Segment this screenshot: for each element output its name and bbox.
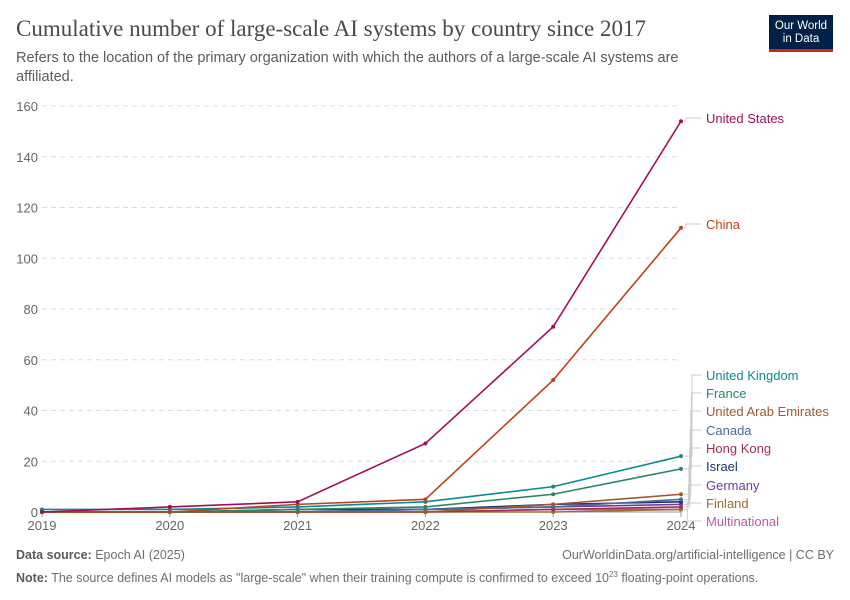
x-tick-label: 2021 — [283, 518, 312, 533]
series-label: France — [706, 386, 746, 401]
series-line-china — [42, 227, 682, 513]
x-tick-label: 2020 — [155, 518, 184, 533]
series-line-united-kingdom — [42, 455, 682, 511]
y-tick-label: 40 — [24, 404, 38, 419]
y-tick-label: 120 — [16, 201, 38, 216]
chart-subtitle: Refers to the location of the primary or… — [16, 50, 679, 85]
y-tick-label: 0 — [31, 505, 38, 520]
data-point — [167, 510, 172, 514]
data-point — [551, 324, 556, 329]
data-point — [551, 378, 556, 383]
data-point — [295, 499, 300, 504]
data-point — [40, 510, 44, 514]
data-point — [423, 497, 428, 502]
data-point — [679, 492, 683, 497]
data-point — [167, 504, 172, 509]
series-label: Finland — [706, 496, 749, 511]
data-point — [423, 510, 428, 514]
label-connector — [684, 429, 701, 500]
data-point — [679, 466, 683, 471]
series-label: China — [706, 217, 741, 232]
label-connector — [684, 392, 701, 470]
y-tick-label: 20 — [24, 454, 38, 469]
chart-title: Cumulative number of large-scale AI syst… — [16, 16, 647, 41]
data-point — [679, 504, 683, 509]
series-label: Germany — [706, 478, 760, 493]
label-connector — [684, 484, 701, 505]
series-label: Israel — [706, 459, 738, 474]
label-connector — [684, 508, 701, 522]
data-source: Data source: Epoch AI (2025) — [16, 548, 185, 562]
data-point — [423, 441, 428, 446]
x-tick-label: 2023 — [539, 518, 568, 533]
y-tick-label: 160 — [16, 99, 38, 114]
data-point — [679, 454, 683, 459]
note: Note: The source defines AI models as "l… — [16, 570, 759, 586]
label-connector — [684, 117, 701, 122]
data-point — [551, 492, 556, 497]
label-connector — [684, 447, 701, 508]
data-point — [551, 502, 556, 507]
y-tick-label: 140 — [16, 150, 38, 165]
label-connector — [684, 223, 701, 229]
owid-logo[interactable]: Our World in Data — [769, 15, 833, 52]
series-label: United States — [706, 111, 785, 126]
x-tick-label: 2019 — [28, 518, 57, 533]
x-tick-label: 2024 — [667, 518, 696, 533]
x-tick-label: 2022 — [411, 518, 440, 533]
label-connector — [684, 374, 701, 457]
data-point — [679, 497, 683, 502]
data-point — [423, 504, 428, 509]
data-point — [679, 225, 683, 230]
series-label: Hong Kong — [706, 441, 771, 456]
data-point — [679, 119, 683, 124]
y-tick-label: 80 — [24, 302, 38, 317]
label-connector — [684, 410, 701, 495]
series-label: Canada — [706, 423, 752, 438]
series-label: United Arab Emirates — [706, 404, 829, 419]
series-line-united-states — [41, 120, 682, 513]
y-tick-label: 100 — [16, 251, 38, 266]
source-url[interactable]: OurWorldinData.org/artificial-intelligen… — [562, 548, 834, 562]
series-label: Multinational — [706, 514, 779, 529]
y-tick-label: 60 — [24, 353, 38, 368]
label-connector — [684, 465, 701, 503]
data-point — [551, 484, 556, 489]
series-label: United Kingdom — [706, 368, 799, 383]
